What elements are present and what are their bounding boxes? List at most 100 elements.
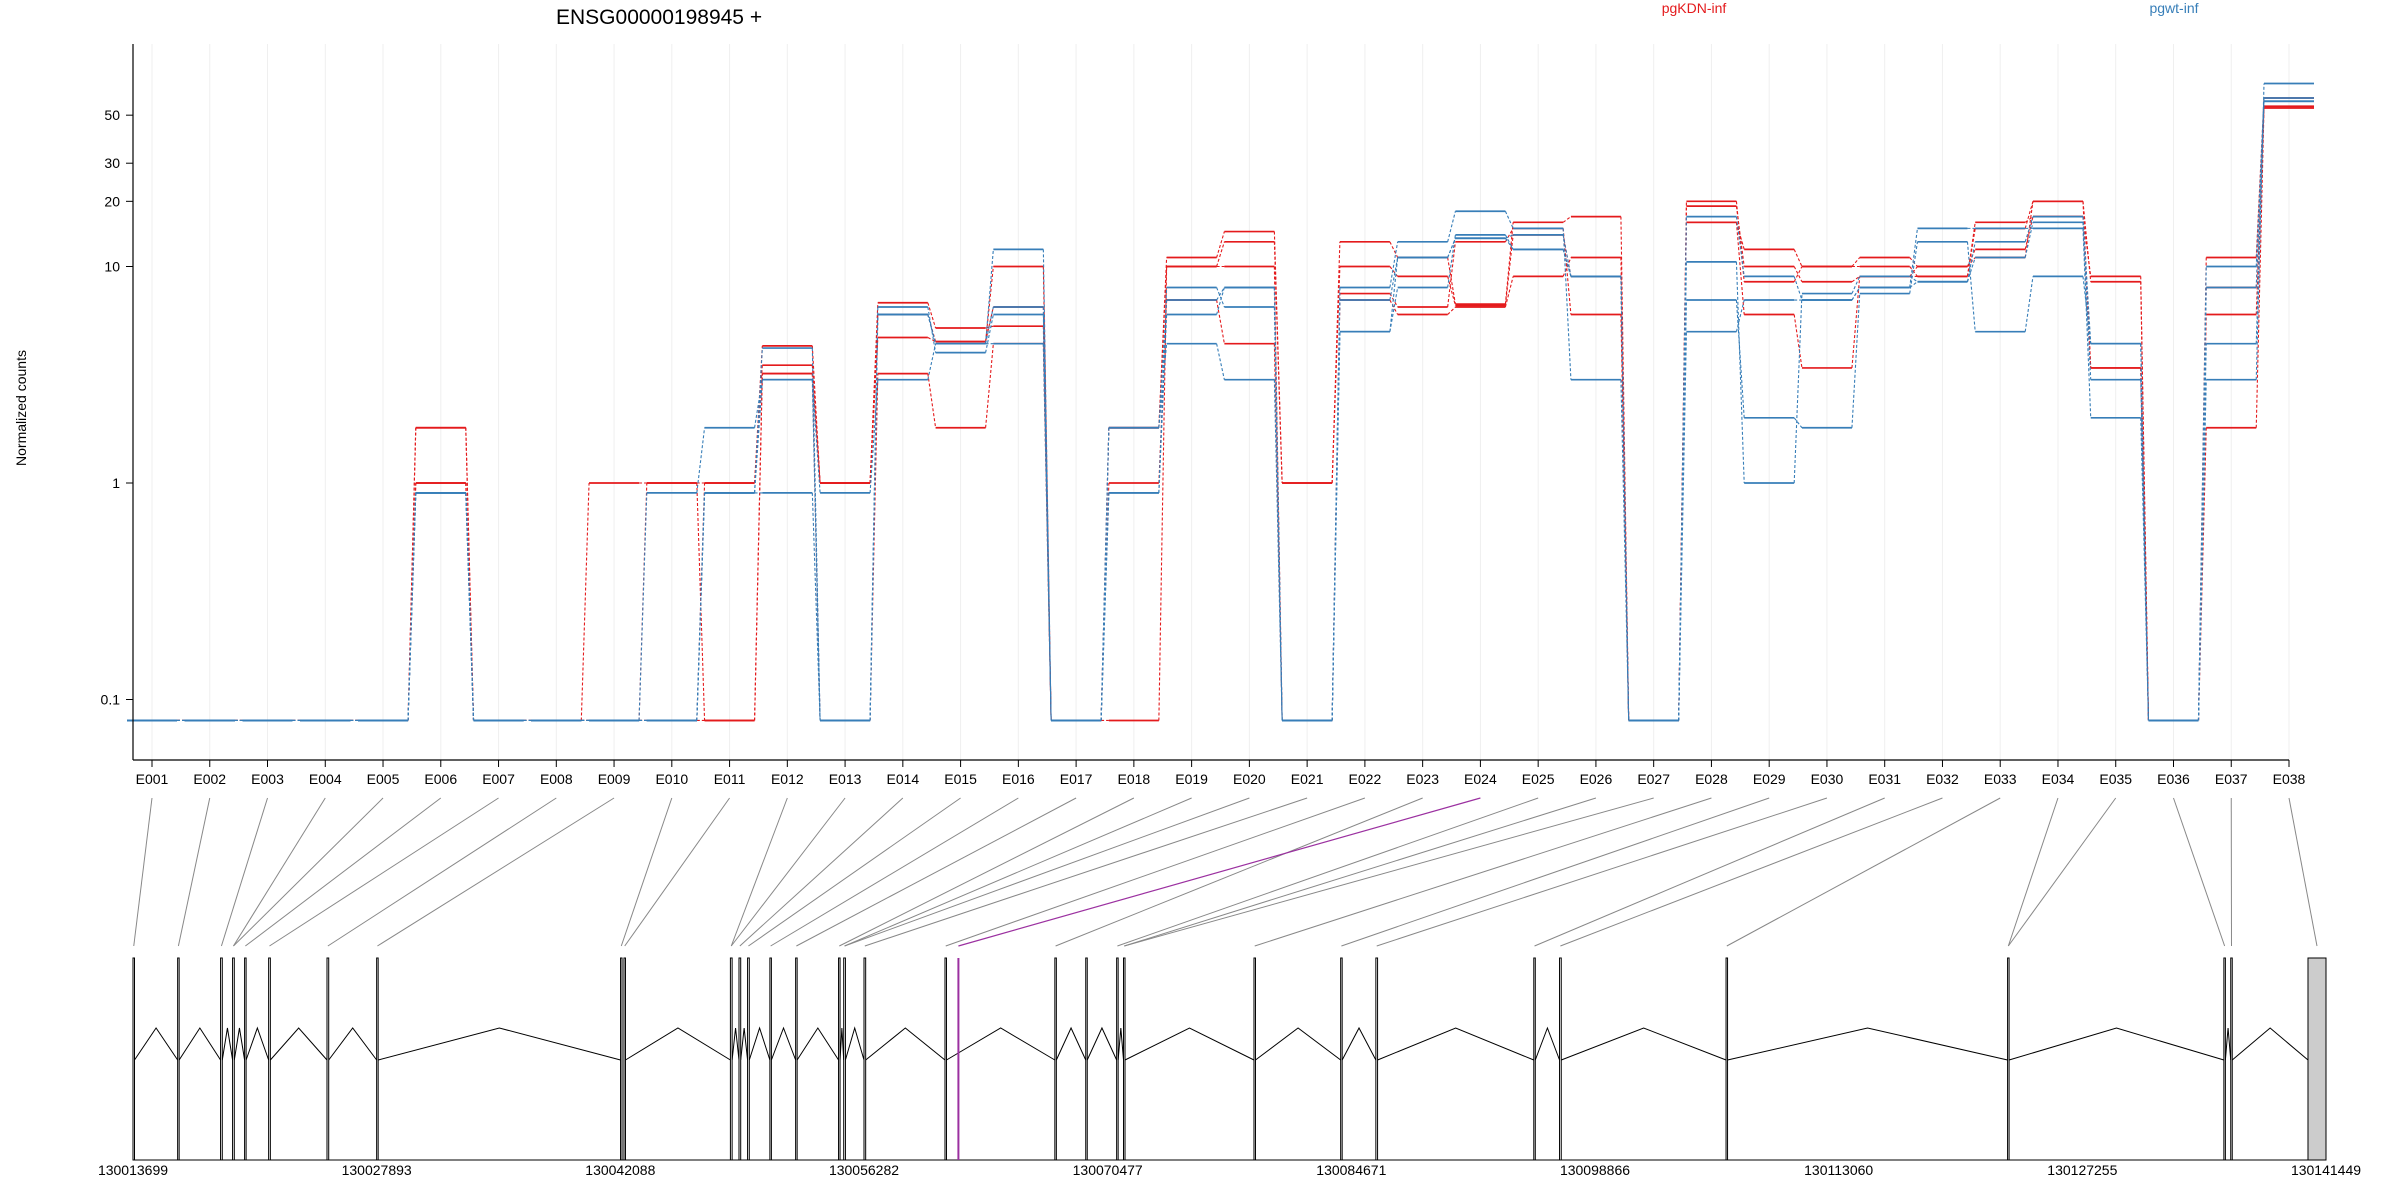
x-tick-label: E028	[1695, 771, 1728, 787]
x-tick-label: E020	[1233, 771, 1266, 787]
series-connector	[1505, 234, 1514, 239]
x-tick-label: E006	[424, 771, 457, 787]
series-connector	[1389, 293, 1399, 308]
vertical-grid	[151, 44, 2290, 760]
coordinate-label: 130084671	[1316, 1162, 1386, 1178]
series-connector	[465, 492, 475, 721]
series-connector	[2082, 228, 2092, 418]
series-connector	[1678, 331, 1687, 721]
series-connector	[1851, 257, 1861, 267]
series-connector	[1158, 343, 1168, 428]
series-connector	[1216, 241, 1225, 267]
series-connector	[2082, 222, 2092, 380]
series-connector	[1447, 211, 1456, 242]
series-connector	[1331, 331, 1341, 721]
exon-connector	[2007, 797, 2059, 947]
series-connector	[1504, 237, 1514, 250]
series-connector	[2082, 216, 2092, 344]
intron-line	[2224, 1027, 2232, 1061]
exon-connector	[748, 797, 961, 947]
x-tick-label: E005	[367, 771, 400, 787]
exon-connector	[844, 797, 1250, 947]
series-connector	[1447, 306, 1456, 315]
exon-connector	[844, 797, 1192, 947]
series-connector	[1100, 492, 1110, 721]
series-connector	[465, 492, 475, 721]
series-connector	[1678, 222, 1687, 721]
series-pgKDN-inf-1	[127, 97, 2314, 722]
series-connector	[927, 306, 937, 353]
y-tick-label: 1	[112, 475, 120, 491]
series-connector	[1793, 266, 1803, 283]
coordinate-label: 130127255	[2047, 1162, 2117, 1178]
intron-line	[731, 1027, 740, 1061]
exon-connector	[220, 797, 268, 947]
series-connector	[1909, 281, 1918, 288]
series-connector	[1793, 293, 1803, 484]
x-tick-label: E017	[1060, 771, 1093, 787]
exon-box	[1085, 957, 1088, 1161]
x-tick-label: E030	[1811, 771, 1844, 787]
series-connector	[1504, 222, 1514, 305]
exon-box	[220, 957, 223, 1161]
series-connector	[1620, 379, 1630, 721]
x-tick-label: E019	[1175, 771, 1208, 787]
exon-connector	[796, 797, 1077, 947]
series-connector	[1504, 234, 1514, 306]
series-connector	[1851, 276, 1861, 368]
series-connector	[638, 492, 648, 721]
exon-box	[838, 957, 841, 1161]
series-pgwt-inf-6	[127, 97, 2314, 722]
series-connector	[1735, 222, 1745, 250]
x-ticks: E001 E002 E003 E004 E005 E006 E007 E008 E009 E010…	[136, 760, 2306, 787]
exon-box	[1253, 957, 1256, 1161]
exon-box	[729, 957, 733, 1161]
series-connector	[1909, 228, 1919, 288]
series-pgKDN-inf-4	[127, 107, 2314, 722]
exon-connector	[624, 797, 730, 947]
intron-line	[625, 1027, 731, 1061]
series-connector	[1966, 241, 1976, 282]
chart-title: ENSG00000198945 +	[556, 6, 762, 29]
exon-connector	[620, 797, 673, 947]
series-connector	[1620, 314, 1630, 721]
series-connector	[1562, 257, 1572, 277]
series-connector	[407, 492, 417, 721]
series-connector	[927, 302, 937, 329]
series-connector	[1793, 314, 1803, 369]
x-tick-label: E032	[1926, 771, 1959, 787]
exon-connector	[1124, 797, 1597, 947]
exon-box	[1375, 957, 1379, 1161]
intron-line	[770, 1026, 797, 1061]
series-connector	[1851, 276, 1861, 294]
series-connector	[1793, 417, 1803, 429]
exon-connector	[245, 797, 442, 947]
genomic-coordinates: 130013699 130027893 130042088 130056282 1300…	[98, 1162, 2361, 1178]
series-connector	[1216, 343, 1225, 380]
series-connector	[407, 492, 417, 721]
exon-connector	[1117, 797, 1539, 947]
intron-line	[1534, 1026, 1561, 1061]
exon-box	[177, 957, 180, 1161]
series-connector	[1851, 287, 1861, 301]
series-connector	[2255, 101, 2265, 288]
intron-line	[2008, 1027, 2225, 1061]
exon-connector	[839, 797, 1135, 947]
exon-connector	[945, 797, 1366, 947]
exon-connector	[770, 797, 1019, 947]
series-connector	[1273, 379, 1283, 721]
gene-model	[132, 957, 2327, 1161]
exon-connector	[730, 797, 788, 947]
exon-connector	[2288, 797, 2318, 947]
y-axis-label: Normalized counts	[13, 350, 29, 466]
x-tick-label: E035	[2099, 771, 2132, 787]
series-connector	[2197, 287, 2207, 721]
series-connector	[1562, 228, 1572, 315]
coordinate-label: 130070477	[1073, 1162, 1143, 1178]
coordinate-label: 130027893	[342, 1162, 412, 1178]
y-tick-label: 10	[104, 258, 120, 274]
exon-box	[623, 957, 626, 1161]
intron-line	[328, 1027, 378, 1061]
series-lines	[127, 82, 2314, 722]
x-tick-label: E002	[193, 771, 226, 787]
